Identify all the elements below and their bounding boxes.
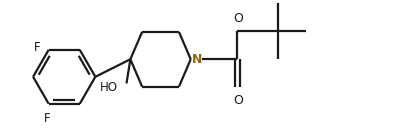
Text: F: F: [34, 41, 41, 54]
Text: O: O: [233, 12, 243, 25]
Text: HO: HO: [100, 81, 118, 94]
Text: O: O: [233, 94, 243, 107]
Text: F: F: [43, 112, 50, 125]
Text: N: N: [192, 53, 202, 66]
